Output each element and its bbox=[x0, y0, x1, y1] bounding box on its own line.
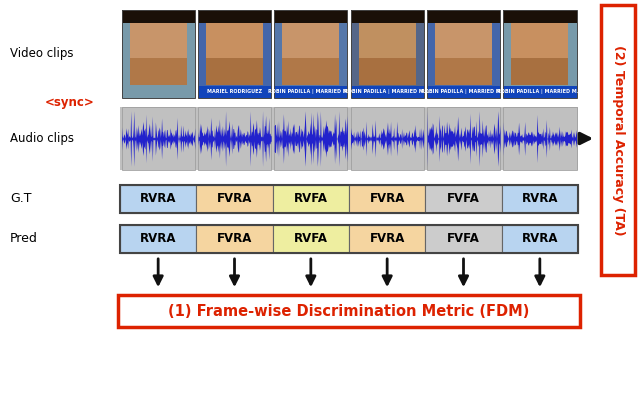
Bar bbox=[282, 10, 339, 85]
Text: FVFA: FVFA bbox=[447, 193, 480, 206]
Text: Pred: Pred bbox=[10, 233, 38, 246]
Text: RVRA: RVRA bbox=[140, 193, 177, 206]
Text: <sync>: <sync> bbox=[45, 96, 95, 109]
Bar bbox=[427, 107, 500, 170]
Text: MARIEL RODRIGUEZ: MARIEL RODRIGUEZ bbox=[207, 89, 262, 94]
Bar bbox=[206, 59, 263, 85]
Bar bbox=[198, 10, 271, 23]
Bar bbox=[358, 59, 416, 85]
Text: Video clips: Video clips bbox=[10, 48, 74, 61]
Bar bbox=[118, 295, 580, 327]
Bar bbox=[120, 185, 578, 213]
Bar bbox=[503, 107, 577, 170]
Bar bbox=[198, 10, 271, 98]
Bar bbox=[511, 10, 568, 85]
Bar bbox=[349, 185, 426, 213]
Text: FVRA: FVRA bbox=[217, 233, 252, 246]
Text: RVRA: RVRA bbox=[522, 233, 558, 246]
Text: (2) Temporal Accuracy (TA): (2) Temporal Accuracy (TA) bbox=[611, 45, 625, 235]
Bar bbox=[198, 10, 271, 98]
Text: FVRA: FVRA bbox=[217, 193, 252, 206]
Bar bbox=[122, 10, 195, 98]
Bar bbox=[426, 225, 502, 253]
Text: G.T: G.T bbox=[10, 193, 31, 206]
Text: RVFA: RVFA bbox=[294, 193, 328, 206]
Bar bbox=[427, 10, 500, 98]
Bar bbox=[503, 10, 577, 23]
Bar bbox=[351, 107, 424, 170]
Bar bbox=[274, 107, 348, 170]
Bar bbox=[122, 107, 195, 170]
Bar bbox=[274, 10, 348, 98]
Text: FVFA: FVFA bbox=[447, 233, 480, 246]
Bar bbox=[351, 10, 424, 98]
Bar bbox=[274, 10, 348, 98]
Bar bbox=[196, 225, 273, 253]
Text: ROBIN PADILLA | MARRIED M...: ROBIN PADILLA | MARRIED M... bbox=[421, 89, 506, 94]
Text: ROBIN PADILLA | MARRIED M...: ROBIN PADILLA | MARRIED M... bbox=[497, 89, 582, 94]
Bar bbox=[198, 86, 271, 98]
Bar bbox=[351, 10, 424, 98]
Bar bbox=[427, 86, 500, 98]
Text: (1) Frame-wise Discrimination Metric (FDM): (1) Frame-wise Discrimination Metric (FD… bbox=[168, 303, 530, 318]
Text: FVRA: FVRA bbox=[369, 233, 405, 246]
Bar bbox=[511, 59, 568, 85]
Bar bbox=[273, 185, 349, 213]
Bar bbox=[273, 225, 349, 253]
Bar bbox=[206, 10, 263, 85]
Bar bbox=[129, 59, 187, 85]
Text: RVRA: RVRA bbox=[522, 193, 558, 206]
Bar bbox=[358, 10, 416, 85]
Bar bbox=[196, 185, 273, 213]
Bar bbox=[274, 10, 348, 23]
Bar bbox=[198, 107, 271, 170]
Text: Audio clips: Audio clips bbox=[10, 132, 74, 145]
Bar bbox=[502, 185, 578, 213]
Text: RVFA: RVFA bbox=[294, 233, 328, 246]
Bar bbox=[426, 185, 502, 213]
Text: ROBIN PADILLA | MARRIED M...: ROBIN PADILLA | MARRIED M... bbox=[268, 89, 353, 94]
Bar bbox=[435, 10, 492, 85]
Bar bbox=[601, 5, 635, 275]
Bar bbox=[503, 10, 577, 98]
Bar bbox=[427, 10, 500, 98]
Bar bbox=[435, 59, 492, 85]
Bar bbox=[120, 225, 578, 253]
Text: RVRA: RVRA bbox=[140, 233, 177, 246]
Bar bbox=[503, 86, 577, 98]
Text: FVRA: FVRA bbox=[369, 193, 405, 206]
Bar bbox=[349, 225, 426, 253]
Bar bbox=[122, 10, 195, 98]
Bar bbox=[120, 225, 196, 253]
Bar bbox=[351, 86, 424, 98]
Bar bbox=[351, 10, 424, 23]
Bar bbox=[503, 10, 577, 98]
Text: ROBIN PADILLA | MARRIED M...: ROBIN PADILLA | MARRIED M... bbox=[344, 89, 430, 94]
Bar bbox=[427, 10, 500, 23]
Bar bbox=[502, 225, 578, 253]
Bar bbox=[274, 86, 348, 98]
Bar bbox=[120, 107, 578, 170]
Bar bbox=[282, 59, 339, 85]
Bar bbox=[122, 10, 195, 23]
Bar bbox=[129, 10, 187, 85]
Bar bbox=[120, 185, 196, 213]
